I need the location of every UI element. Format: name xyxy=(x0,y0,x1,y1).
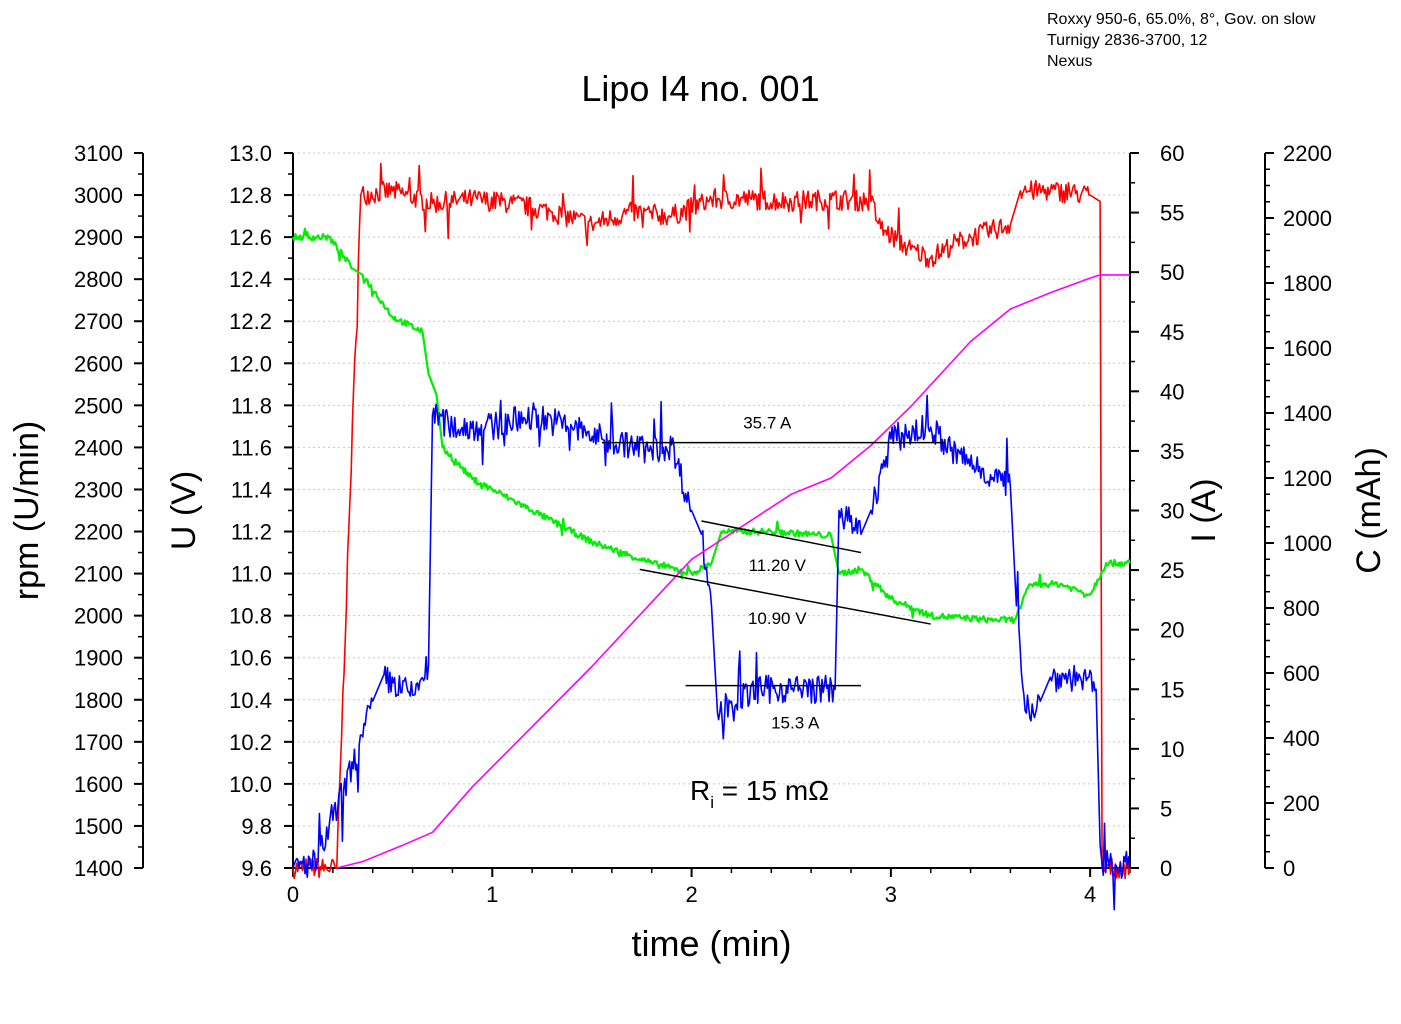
voltage-tick-label: 13.0 xyxy=(229,141,272,166)
rpm-tick-label: 3000 xyxy=(74,183,123,208)
capacity-tick-label: 1200 xyxy=(1283,466,1332,491)
current-tick-label: 10 xyxy=(1160,737,1184,762)
capacity-tick-label: 200 xyxy=(1283,791,1320,816)
annotations-group: 35.7 A 11.20 V 10.90 V 15.3 A Ri = 15 mΩ xyxy=(601,413,945,812)
rpm-tick-label: 1600 xyxy=(74,772,123,797)
current-tick-label: 40 xyxy=(1160,379,1184,404)
capacity-tick-label: 1800 xyxy=(1283,271,1332,296)
voltage-tick-label: 10.2 xyxy=(229,730,272,755)
current-tick-label: 0 xyxy=(1160,856,1172,881)
current-tick-label: 15 xyxy=(1160,677,1184,702)
current-tick-label: 55 xyxy=(1160,201,1184,226)
rpm-tick-label: 2000 xyxy=(74,604,123,629)
rpm-tick-label: 1700 xyxy=(74,730,123,755)
voltage-tick-label: 12.0 xyxy=(229,351,272,376)
capacity-tick-label: 600 xyxy=(1283,661,1320,686)
capacity-tick-label: 400 xyxy=(1283,726,1320,751)
rpm-tick-label: 2700 xyxy=(74,309,123,334)
annotation-label: 10.90 V xyxy=(748,609,807,628)
current-tick-label: 25 xyxy=(1160,558,1184,583)
capacity-tick-label: 1000 xyxy=(1283,531,1332,556)
rpm-tick-label: 2200 xyxy=(74,520,123,545)
ri-value: = 15 mΩ xyxy=(714,775,829,806)
voltage-tick-label: 10.8 xyxy=(229,604,272,629)
current-tick-label: 45 xyxy=(1160,320,1184,345)
annotation-label: 35.7 A xyxy=(743,413,792,432)
chart-title: Lipo I4 no. 001 xyxy=(581,68,820,109)
voltage-tick-label: 12.6 xyxy=(229,225,272,250)
rpm-tick-label: 3100 xyxy=(74,141,123,166)
ri-subscript: i xyxy=(710,793,714,812)
current-tick-label: 60 xyxy=(1160,141,1184,166)
series-rpm-line xyxy=(292,162,1131,880)
rpm-tick-label: 1800 xyxy=(74,688,123,713)
voltage-tick-label: 11.0 xyxy=(231,562,272,587)
x-tick-label: 3 xyxy=(885,882,897,907)
capacity-tick-label: 0 xyxy=(1283,856,1295,881)
rpm-axis-label: rpm (U/min) xyxy=(8,421,46,600)
current-tick-label: 5 xyxy=(1160,796,1172,821)
series-current-line xyxy=(292,394,1131,911)
voltage-tick-label: 11.6 xyxy=(231,435,272,460)
rpm-tick-label: 1900 xyxy=(74,646,123,671)
voltage-tick-label: 11.4 xyxy=(231,477,272,502)
rpm-tick-label: 2800 xyxy=(74,267,123,292)
voltage-axis-label: U (V) xyxy=(165,471,203,550)
chart-title-wrap: Lipo I4 no. 001 xyxy=(0,68,1401,110)
rpm-tick-label: 2900 xyxy=(74,225,123,250)
voltage-tick-label: 10.6 xyxy=(229,646,272,671)
voltage-tick-label: 9.6 xyxy=(241,856,272,881)
voltage-tick-label: 11.2 xyxy=(231,520,272,545)
current-tick-label: 30 xyxy=(1160,499,1184,524)
x-tick-label: 2 xyxy=(685,882,697,907)
voltage-tick-label: 12.8 xyxy=(229,183,272,208)
annotation-label: 15.3 A xyxy=(771,714,820,733)
capacity-tick-label: 2200 xyxy=(1283,141,1332,166)
info-block: Roxxy 950-6, 65.0%, 8°, Gov. on slow Tur… xyxy=(1047,9,1315,72)
x-axis-label: time (min) xyxy=(632,923,792,964)
voltage-tick-label: 12.2 xyxy=(229,309,272,334)
annotation-line xyxy=(639,568,931,625)
voltage-tick-label: 11.8 xyxy=(231,393,272,418)
capacity-tick-label: 800 xyxy=(1283,596,1320,621)
series-voltage-line xyxy=(291,227,1132,625)
series-capacity-line xyxy=(336,274,1130,869)
rpm-tick-label: 2100 xyxy=(74,562,123,587)
series-group xyxy=(291,162,1132,911)
annotation-label: 11.20 V xyxy=(749,556,807,575)
info-line-motor: Roxxy 950-6, 65.0%, 8°, Gov. on slow xyxy=(1047,11,1316,28)
rpm-tick-label: 2400 xyxy=(74,435,123,460)
x-tick-label: 0 xyxy=(287,882,299,907)
capacity-axis-label: C (mAh) xyxy=(1350,447,1388,574)
capacity-tick-label: 2000 xyxy=(1283,206,1332,231)
info-line-receiver: Nexus xyxy=(1047,53,1093,70)
rpm-tick-label: 2500 xyxy=(74,393,123,418)
current-axis-label: I (A) xyxy=(1185,478,1223,542)
voltage-tick-label: 12.4 xyxy=(229,267,272,292)
x-tick-label: 4 xyxy=(1084,882,1096,907)
rpm-tick-label: 1400 xyxy=(74,856,123,881)
capacity-tick-label: 1400 xyxy=(1283,401,1332,426)
current-tick-label: 50 xyxy=(1160,260,1184,285)
annotation-line xyxy=(701,520,862,554)
axes-group: 1400150016001700180019002000210022002300… xyxy=(8,141,1388,964)
voltage-tick-label: 10.0 xyxy=(229,772,272,797)
capacity-tick-label: 1600 xyxy=(1283,336,1332,361)
voltage-tick-label: 9.8 xyxy=(241,814,272,839)
current-tick-label: 20 xyxy=(1160,618,1184,643)
grid-lines xyxy=(293,152,1130,827)
ri-prefix: R xyxy=(690,775,710,806)
current-tick-label: 35 xyxy=(1160,439,1184,464)
x-tick-label: 1 xyxy=(486,882,498,907)
ri-label: Ri = 15 mΩ xyxy=(690,775,829,812)
rpm-tick-label: 2300 xyxy=(74,477,123,502)
info-line-model: Turnigy 2836-3700, 12 xyxy=(1047,32,1208,49)
voltage-tick-label: 10.4 xyxy=(229,688,272,713)
rpm-tick-label: 2600 xyxy=(74,351,123,376)
rpm-tick-label: 1500 xyxy=(74,814,123,839)
